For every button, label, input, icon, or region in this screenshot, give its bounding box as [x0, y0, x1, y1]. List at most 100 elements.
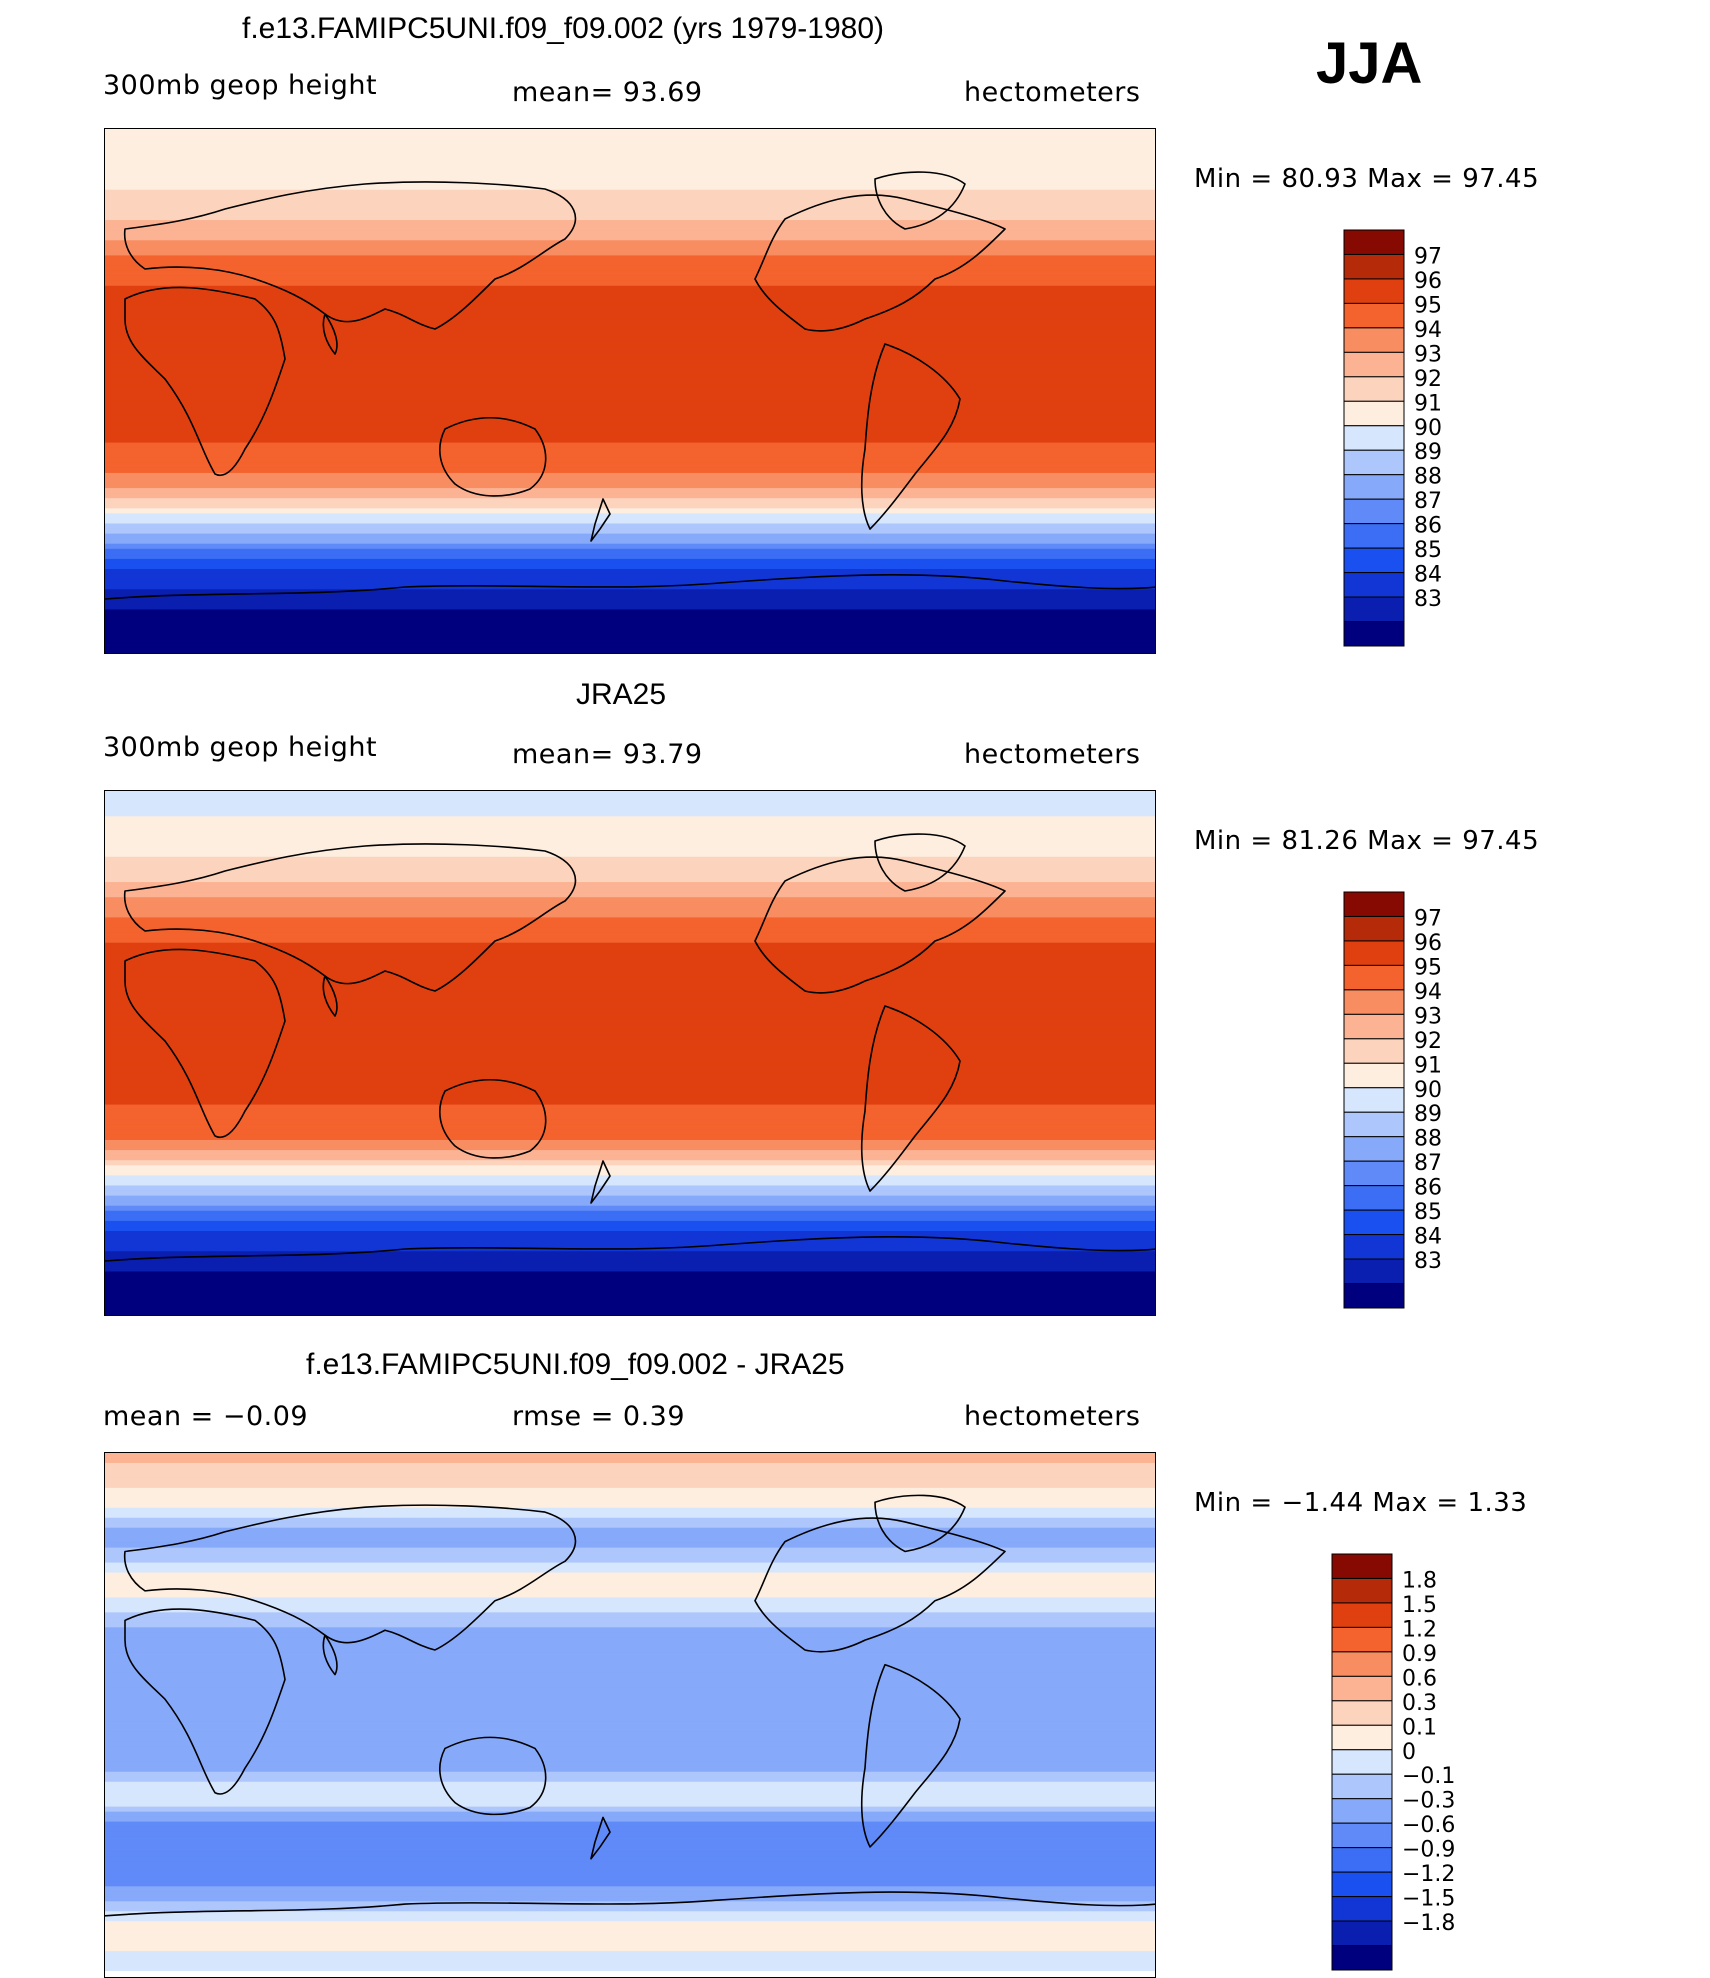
heatmap-band	[105, 1966, 1155, 1971]
heatmap-band	[105, 493, 1155, 499]
heatmap-band	[105, 1139, 1155, 1146]
heatmap-band	[105, 1507, 1155, 1514]
heatmap-band	[105, 513, 1155, 520]
heatmap-band	[105, 1791, 1155, 1798]
colorbar-swatch	[1343, 351, 1405, 378]
heatmap-band	[105, 1946, 1155, 1952]
heatmap-band	[105, 1866, 1155, 1872]
coastlines	[105, 833, 1155, 1262]
heatmap-band	[105, 427, 1155, 434]
heatmap-band	[105, 129, 1155, 135]
heatmap-band	[105, 1941, 1155, 1947]
heatmap-band	[105, 1487, 1155, 1494]
heatmap-band	[105, 1048, 1155, 1055]
heatmap-band	[105, 1677, 1155, 1683]
heatmap-band	[105, 1657, 1155, 1663]
heatmap-band	[105, 290, 1155, 297]
heatmap-band	[105, 1013, 1155, 1020]
heatmap-band	[105, 225, 1155, 231]
coastline-path	[590, 1816, 611, 1860]
coastline-path	[439, 416, 547, 497]
colorbar-swatch	[1343, 596, 1405, 623]
heatmap-band	[105, 316, 1155, 322]
heatmap-band	[105, 1821, 1155, 1828]
heatmap-band	[105, 907, 1155, 913]
colorbar-tick-label: 90	[1414, 1078, 1442, 1103]
heatmap-band	[105, 1592, 1155, 1599]
colorbar-tick-label: 85	[1414, 538, 1442, 563]
heatmap-band	[105, 1632, 1155, 1638]
heatmap-band	[105, 947, 1155, 954]
heatmap-band	[105, 518, 1155, 525]
heatmap-band	[105, 351, 1155, 358]
panel-1-colorbar: 97 96 95 94 93 92 91 90 89 88 87 86 85 84 83	[1343, 229, 1494, 647]
heatmap-band	[105, 1155, 1155, 1161]
heatmap-band	[105, 1647, 1155, 1653]
heatmap-band	[105, 381, 1155, 388]
heatmap-band	[105, 1572, 1155, 1579]
colorbar-swatch	[1343, 327, 1405, 353]
heatmap-band	[105, 816, 1155, 822]
heatmap-band	[105, 498, 1155, 504]
heatmap-band	[105, 1607, 1155, 1613]
heatmap-band	[105, 1826, 1155, 1833]
heatmap-band	[105, 1261, 1155, 1268]
heatmap-band	[105, 1256, 1155, 1262]
coastline-path	[439, 1078, 547, 1159]
colorbar-tick-label: −0.3	[1402, 1789, 1455, 1814]
heatmap-band	[105, 1276, 1155, 1283]
colorbar-tick-label: 83	[1414, 1249, 1442, 1274]
heatmap-band	[105, 1023, 1155, 1030]
colorbar-swatch	[1343, 278, 1405, 304]
heatmap-band	[105, 1059, 1155, 1065]
coastline-path	[322, 975, 338, 1017]
heatmap-band	[105, 1881, 1155, 1887]
panel-1-minmax: Min = 80.93 Max = 97.45	[1194, 164, 1540, 194]
heatmap-band	[105, 1891, 1155, 1897]
season-label: JJA	[1316, 31, 1423, 96]
colorbar-tick-label: 96	[1414, 269, 1442, 294]
heatmap-band	[105, 543, 1155, 550]
heatmap-band	[105, 1702, 1155, 1708]
colorbar-swatch	[1343, 376, 1405, 402]
colorbar-tick-label: 94	[1414, 318, 1442, 343]
panel-3-rmse-label: rmse = 0.39	[512, 1401, 686, 1432]
heatmap-band	[105, 1906, 1155, 1912]
heatmap-band	[105, 1766, 1155, 1773]
panel-1-mean-label: mean= 93.69	[512, 77, 703, 108]
panel-2-minmax: Min = 81.26 Max = 97.45	[1194, 826, 1540, 856]
heatmap-band	[105, 983, 1155, 989]
heatmap-band	[105, 1721, 1155, 1728]
panel-2-heatmap	[105, 791, 1155, 1315]
heatmap-band	[105, 1667, 1155, 1673]
colorbar-tick-label: 93	[1414, 342, 1442, 367]
heatmap-band	[105, 149, 1155, 155]
colorbar-tick-label: −1.2	[1402, 1862, 1455, 1887]
panel-1-heatmap	[105, 129, 1155, 653]
heatmap-band	[105, 1731, 1155, 1738]
heatmap-band	[105, 644, 1155, 651]
heatmap-band	[105, 1687, 1155, 1693]
heatmap-band	[105, 432, 1155, 439]
heatmap-band	[105, 1896, 1155, 1902]
coastline-path	[590, 498, 611, 542]
heatmap-band	[105, 1587, 1155, 1594]
heatmap-band	[105, 1637, 1155, 1643]
heatmap-band	[105, 902, 1155, 908]
colorbar-swatch	[1343, 1136, 1405, 1162]
colorbar-swatch	[1343, 1185, 1405, 1211]
heatmap-band	[105, 952, 1155, 959]
heatmap-band	[105, 1145, 1155, 1151]
heatmap-band	[105, 417, 1155, 423]
heatmap-band	[105, 1472, 1155, 1479]
colorbar-swatch	[1343, 425, 1405, 451]
heatmap-band	[105, 1662, 1155, 1668]
colorbar-tick-label: 97	[1414, 244, 1442, 269]
heatmap-band	[105, 1225, 1155, 1232]
colorbar-swatch	[1343, 1258, 1405, 1285]
heatmap-band	[105, 1018, 1155, 1025]
heatmap-band	[105, 599, 1155, 606]
panel-2-mean-label: mean= 93.79	[512, 739, 703, 770]
heatmap-band	[105, 503, 1155, 509]
